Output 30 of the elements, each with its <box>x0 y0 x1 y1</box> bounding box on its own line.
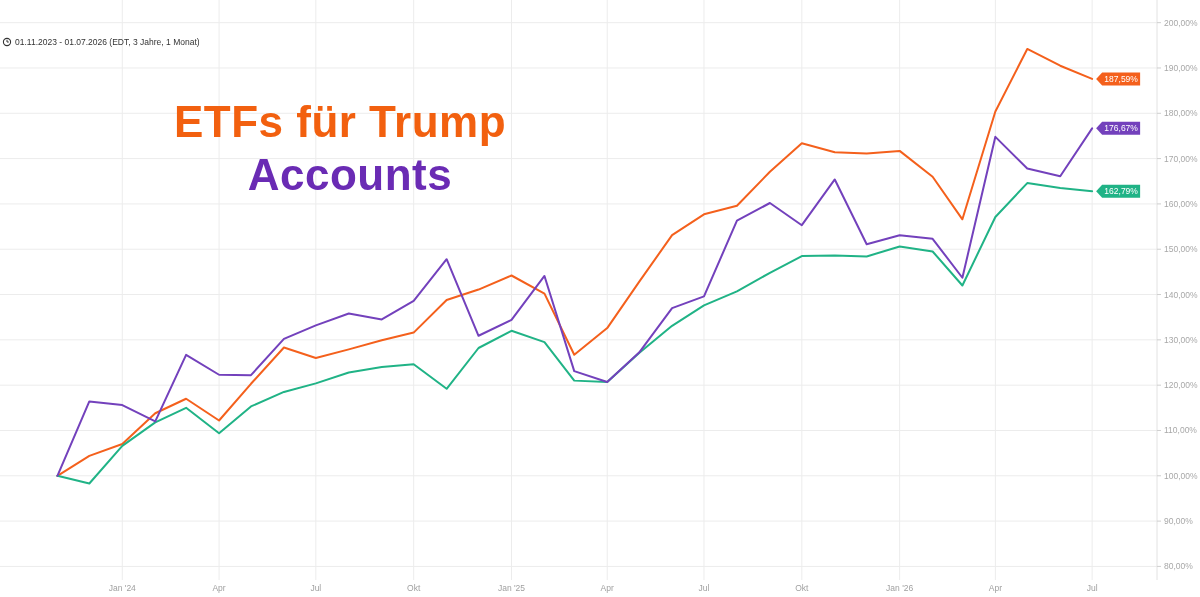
x-tick-label: Jul <box>310 583 322 593</box>
x-tick-label: Apr <box>988 583 1003 593</box>
x-tick-label: Jan '26 <box>886 583 914 593</box>
annotation: 01.11.2023 - 01.07.2026 (EDT, 3 Jahre, 1 Monat) <box>15 36 200 47</box>
x-tick-label: Okt <box>795 583 810 593</box>
text: ETFs für Trump Accounts <box>173 97 507 199</box>
y-tick-label: 90,00% <box>1164 516 1194 527</box>
x-tick-label: Jan '24 <box>108 583 137 593</box>
line-series <box>56 47 1094 477</box>
y-tick-label: 200,00% <box>1164 17 1198 28</box>
y-tick-label: 100,00% <box>1164 470 1198 481</box>
y-tick-label: 190,00% <box>1164 62 1198 73</box>
x-tick-label: Jul <box>698 583 710 593</box>
y-tick-label: 140,00% <box>1164 289 1198 300</box>
y-tick-label: 160,00% <box>1164 198 1198 209</box>
y-tick-label: 180,00% <box>1164 108 1198 119</box>
x-tick-label: Apr <box>600 583 614 593</box>
data-label: 176,67% <box>1104 123 1139 134</box>
y-tick-label: 170,00% <box>1164 153 1198 164</box>
x-tick-label: Jan '25 <box>497 583 526 593</box>
data-label: 187,59% <box>1104 73 1139 84</box>
y-tick-label: 120,00% <box>1164 380 1198 391</box>
y-tick-label: 130,00% <box>1164 334 1198 345</box>
x-tick-label: Jul <box>1086 583 1098 593</box>
data-label: 162,79% <box>1104 186 1139 197</box>
y-tick-label: 80,00% <box>1164 561 1194 572</box>
x-tick-label: Apr <box>212 583 226 593</box>
x-tick-label: Okt <box>407 583 421 593</box>
y-tick-label: 110,00% <box>1164 425 1198 436</box>
y-tick-label: 150,00% <box>1164 244 1198 255</box>
